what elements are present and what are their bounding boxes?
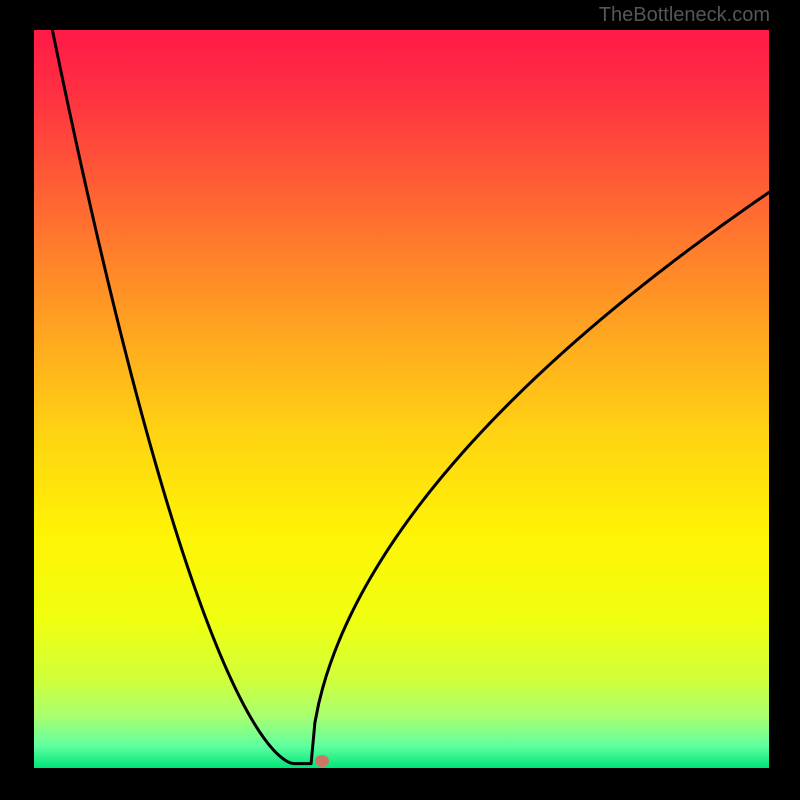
bottleneck-curve-path [52,30,769,764]
optimum-marker [315,755,329,767]
bottleneck-curve [34,30,769,768]
watermark-text: TheBottleneck.com [599,4,770,27]
plot-area [34,30,769,768]
